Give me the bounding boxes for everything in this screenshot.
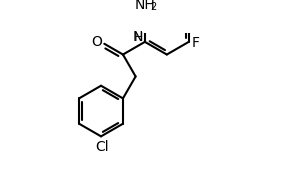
- Text: O: O: [92, 35, 102, 49]
- Text: H: H: [134, 31, 144, 44]
- Text: 2: 2: [151, 3, 157, 13]
- Text: N: N: [132, 30, 143, 44]
- Text: NH: NH: [135, 0, 156, 13]
- Text: Cl: Cl: [95, 141, 109, 154]
- Text: F: F: [192, 36, 200, 50]
